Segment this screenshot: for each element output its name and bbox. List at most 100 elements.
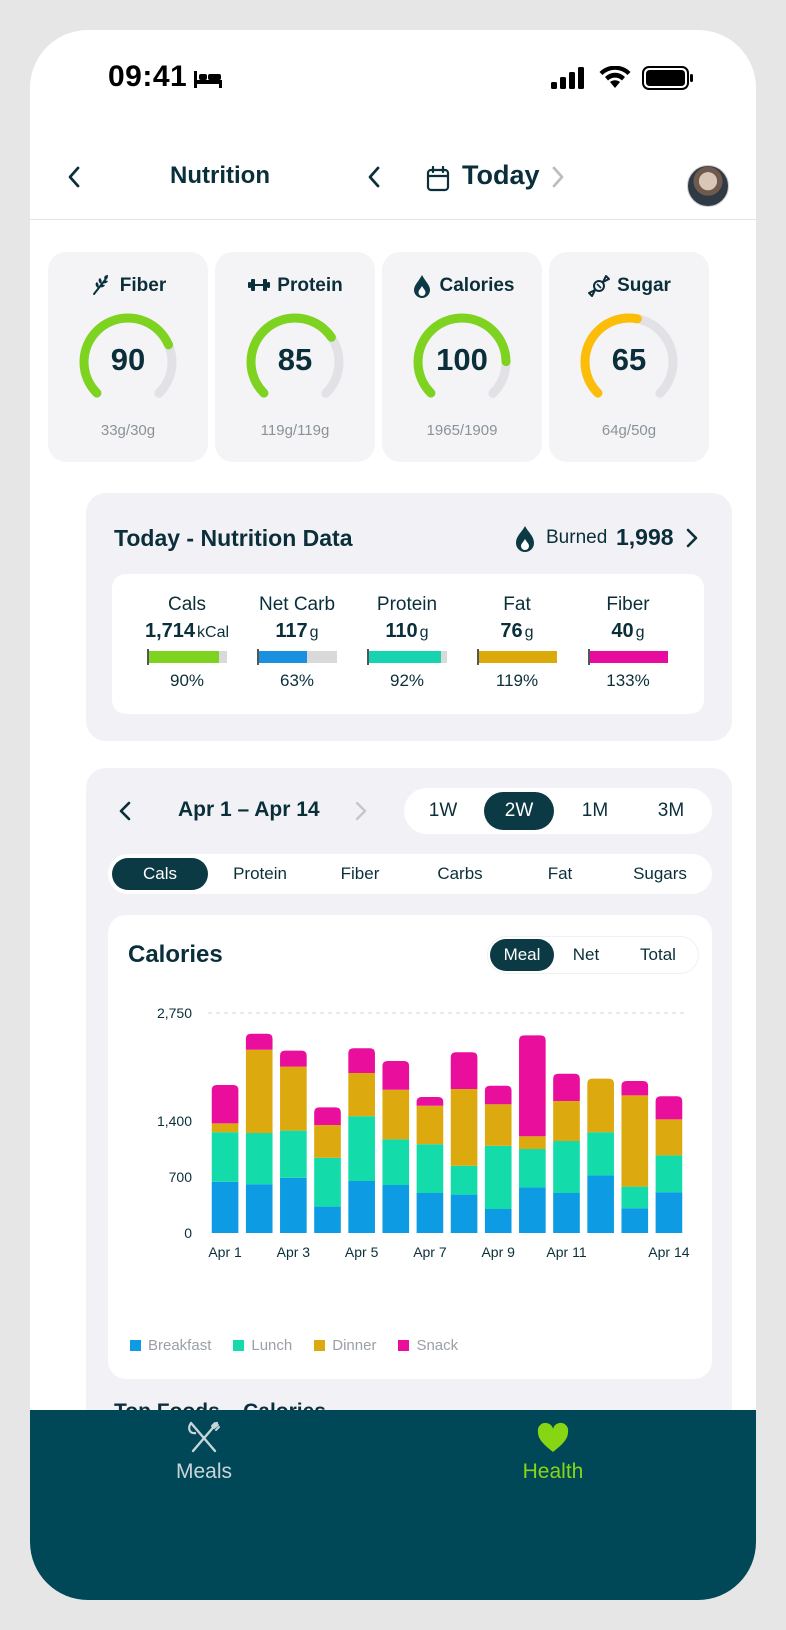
macro-value: 117: [275, 620, 308, 642]
bar-segment-breakfast[interactable]: [553, 1193, 580, 1233]
score-value: 65: [611, 342, 647, 377]
bar-segment-lunch[interactable]: [519, 1149, 546, 1188]
macro-progress-fill: [257, 651, 308, 663]
macro-unit: kCal: [197, 624, 230, 641]
bar-segment-snack[interactable]: [655, 1096, 683, 1120]
avatar[interactable]: [687, 165, 729, 207]
bar-segment-lunch[interactable]: [211, 1132, 239, 1182]
bar-segment-snack[interactable]: [245, 1033, 273, 1050]
bar-segment-dinner[interactable]: [553, 1101, 580, 1141]
burned-label: Burned: [546, 527, 608, 548]
bar-segment-lunch[interactable]: [348, 1116, 375, 1181]
bar-segment-dinner[interactable]: [655, 1119, 683, 1156]
bar-segment-lunch[interactable]: [416, 1144, 444, 1193]
macro-progress-bar: [367, 649, 447, 665]
bar-segment-breakfast[interactable]: [245, 1184, 273, 1233]
legend-item-lunch: Lunch: [233, 1337, 292, 1354]
calendar-icon[interactable]: [426, 166, 450, 192]
bar-segment-lunch[interactable]: [484, 1145, 512, 1209]
next-day-chevron-icon[interactable]: [542, 162, 572, 192]
period-1m[interactable]: 1M: [581, 800, 609, 821]
bar-segment-lunch[interactable]: [587, 1132, 614, 1176]
bar-segment-dinner[interactable]: [621, 1095, 649, 1187]
bar-segment-dinner[interactable]: [314, 1125, 341, 1158]
bar-segment-breakfast[interactable]: [280, 1177, 307, 1233]
bar-segment-snack[interactable]: [348, 1048, 375, 1073]
macro-progress-bar: [588, 649, 668, 665]
bar-segment-breakfast[interactable]: [416, 1193, 444, 1233]
tab-health[interactable]: Health: [463, 1420, 643, 1484]
bar-segment-lunch[interactable]: [655, 1155, 683, 1193]
previous-range-chevron-icon[interactable]: [116, 800, 134, 822]
bar-segment-lunch[interactable]: [621, 1186, 649, 1209]
bar-segment-dinner[interactable]: [519, 1136, 546, 1149]
bar-segment-lunch[interactable]: [280, 1130, 307, 1178]
bar-segment-breakfast[interactable]: [519, 1187, 546, 1233]
bar-segment-breakfast[interactable]: [382, 1185, 410, 1233]
bar-segment-snack[interactable]: [519, 1035, 546, 1137]
bar-segment-snack[interactable]: [553, 1073, 580, 1101]
mode-meal[interactable]: Meal: [490, 939, 554, 971]
bar-segment-dinner[interactable]: [416, 1105, 444, 1145]
bar-segment-dinner[interactable]: [484, 1104, 512, 1146]
bar-segment-lunch[interactable]: [553, 1141, 580, 1193]
bar-segment-snack[interactable]: [280, 1050, 307, 1067]
bar-segment-breakfast[interactable]: [621, 1208, 649, 1233]
bar-segment-lunch[interactable]: [314, 1157, 341, 1207]
metric-protein[interactable]: Protein: [233, 864, 287, 883]
score-card-sugar[interactable]: Sugar 65 64g/50g: [549, 252, 709, 462]
period-3m[interactable]: 3M: [657, 800, 685, 821]
bar-segment-dinner[interactable]: [211, 1123, 239, 1133]
period-1w[interactable]: 1W: [428, 800, 458, 821]
bar-segment-dinner[interactable]: [348, 1073, 375, 1117]
chevron-right-icon[interactable]: [684, 527, 700, 549]
metric-carbs[interactable]: Carbs: [437, 864, 483, 883]
bar-segment-dinner[interactable]: [587, 1078, 614, 1133]
tab-meals[interactable]: Meals: [114, 1420, 294, 1484]
previous-day-chevron-icon[interactable]: [360, 162, 390, 192]
bar-segment-dinner[interactable]: [450, 1089, 478, 1166]
candy-icon: [588, 275, 611, 297]
mode-total[interactable]: Total: [640, 945, 676, 964]
bar-segment-snack[interactable]: [450, 1052, 478, 1089]
bar-segment-lunch[interactable]: [245, 1133, 273, 1185]
score-card-protein[interactable]: Protein 85 119g/119g: [215, 252, 375, 462]
bar-segment-dinner[interactable]: [245, 1049, 273, 1133]
metric-sugars[interactable]: Sugars: [633, 864, 687, 883]
calories-chart-card: Calories Meal Net Total 0 700 1,400 2,750 Apr …: [108, 915, 712, 1379]
bar-segment-snack[interactable]: [382, 1061, 410, 1090]
score-card-calories[interactable]: Calories 100 1965/1909: [382, 252, 542, 462]
period-2w[interactable]: 2W: [484, 792, 554, 830]
bar-segment-dinner[interactable]: [280, 1066, 307, 1131]
bar-segment-breakfast[interactable]: [314, 1206, 341, 1233]
bar-segment-snack[interactable]: [416, 1097, 444, 1106]
metric-cals[interactable]: Cals: [112, 858, 208, 890]
score-value: 90: [110, 342, 146, 377]
signal-icon: [551, 67, 584, 89]
date-label[interactable]: Today: [462, 160, 540, 190]
bar-segment-breakfast[interactable]: [587, 1175, 614, 1233]
bar-segment-breakfast[interactable]: [211, 1181, 239, 1233]
score-label: Calories: [439, 275, 515, 296]
next-range-chevron-icon[interactable]: [352, 800, 370, 822]
bar-segment-snack[interactable]: [314, 1107, 341, 1125]
mode-net[interactable]: Net: [572, 945, 600, 964]
bar-segment-breakfast[interactable]: [655, 1192, 683, 1233]
score-card-fiber[interactable]: Fiber 90 33g/30g: [48, 252, 208, 462]
back-chevron-icon[interactable]: [60, 162, 90, 192]
metric-fiber[interactable]: Fiber: [340, 864, 380, 883]
bar-segment-lunch[interactable]: [382, 1139, 410, 1185]
x-tick-label: Apr 5: [345, 1244, 379, 1260]
bar-segment-breakfast[interactable]: [450, 1194, 478, 1233]
metric-fat[interactable]: Fat: [547, 864, 573, 883]
status-bar: 09:41: [30, 30, 756, 130]
bar-segment-snack[interactable]: [621, 1081, 649, 1096]
bar-segment-dinner[interactable]: [382, 1089, 410, 1140]
bar-segment-snack[interactable]: [211, 1085, 239, 1124]
macro-percent: 63%: [279, 671, 315, 690]
macro-unit: g: [524, 624, 534, 641]
bar-segment-breakfast[interactable]: [348, 1181, 375, 1233]
bar-segment-snack[interactable]: [484, 1085, 512, 1105]
bar-segment-lunch[interactable]: [450, 1165, 478, 1195]
bar-segment-breakfast[interactable]: [484, 1209, 512, 1233]
